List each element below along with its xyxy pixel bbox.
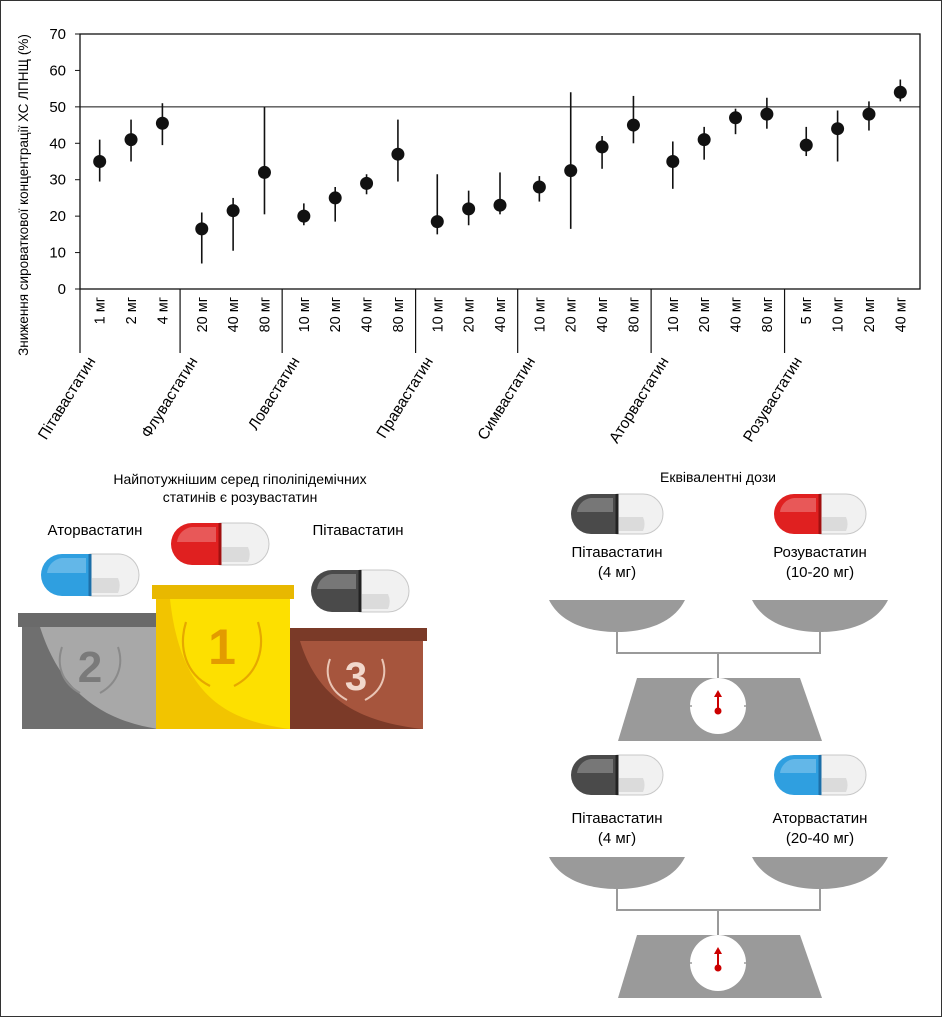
- data-point: [195, 222, 209, 236]
- x-tick-label: 10 мг: [532, 297, 548, 332]
- data-point: [124, 133, 138, 147]
- group-label: Розувастатин: [740, 354, 806, 445]
- x-tick-label: 20 мг: [564, 297, 580, 332]
- x-tick-label: 40 мг: [360, 297, 376, 332]
- data-point: [697, 133, 711, 147]
- data-point: [328, 191, 342, 205]
- data-point: [462, 202, 476, 216]
- data-point: [155, 116, 169, 130]
- y-tick-label: 0: [58, 281, 66, 298]
- y-tick-label: 70: [49, 26, 66, 43]
- x-tick-label: 40 мг: [493, 297, 509, 332]
- x-tick-label: 40 мг: [226, 297, 242, 332]
- data-point: [226, 204, 240, 218]
- x-tick-label: 80 мг: [626, 297, 642, 332]
- data-point: [93, 155, 107, 168]
- data-point: [257, 165, 271, 179]
- data-point: [729, 111, 743, 125]
- group-label: Пітавастатин: [35, 354, 99, 443]
- group-label: Правастатин: [374, 354, 437, 441]
- ldl-reduction-chart: 0 10 20 30 40 50 60 70 1 мг 2 мг 4 мг Пітавастатин…: [16, 26, 921, 446]
- plot-area: [79, 33, 921, 290]
- x-tick-label: 40 мг: [893, 297, 909, 332]
- x-tick-label: 10 мг: [430, 297, 446, 332]
- x-tick-label: 4 мг: [155, 297, 171, 324]
- data-point: [831, 122, 845, 136]
- group-label: Ловастатин: [245, 354, 303, 433]
- data-point: [595, 140, 609, 154]
- x-tick-label: 80 мг: [391, 297, 407, 332]
- y-tick-label: 40: [49, 135, 66, 152]
- y-tick-label: 30: [49, 172, 66, 189]
- data-point: [626, 118, 640, 132]
- group-label: Симвастатин: [475, 354, 539, 443]
- x-tick-label: 10 мг: [831, 297, 847, 332]
- x-tick-label: 2 мг: [124, 297, 140, 324]
- x-tick-label: 10 мг: [297, 297, 313, 332]
- x-tick-label: 20 мг: [862, 297, 878, 332]
- y-axis-label: Зниження сироваткової концентрації ХС ЛП…: [16, 34, 31, 356]
- data-point: [564, 164, 578, 178]
- group-label: Флувастатин: [138, 354, 201, 441]
- group-label: Аторвастатин: [606, 354, 672, 446]
- data-point: [493, 198, 507, 212]
- x-tick-label: 20 мг: [697, 297, 713, 332]
- y-tick-label: 10: [49, 245, 66, 262]
- x-tick-label: 80 мг: [760, 297, 776, 332]
- x-tick-label: 40 мг: [595, 297, 611, 332]
- data-point: [360, 176, 374, 190]
- x-tick-label: 20 мг: [328, 297, 344, 332]
- x-axis: 1 мг 2 мг 4 мг Пітавастатин 20 мг 40 мг 80 мг Ф…: [35, 289, 909, 446]
- data-point: [532, 180, 546, 194]
- x-tick-label: 40 мг: [729, 297, 745, 332]
- data-points: [93, 79, 907, 264]
- data-point: [760, 107, 774, 121]
- x-tick-label: 10 мг: [666, 297, 682, 332]
- y-axis: 0 10 20 30 40 50 60 70: [49, 26, 80, 298]
- x-tick-label: 20 мг: [462, 297, 478, 332]
- y-tick-label: 20: [49, 208, 66, 225]
- data-point: [297, 209, 311, 223]
- data-point: [799, 138, 813, 152]
- x-tick-label: 5 мг: [799, 297, 815, 324]
- y-tick-label: 60: [49, 62, 66, 79]
- data-point: [430, 215, 444, 229]
- x-tick-label: 1 мг: [93, 297, 109, 324]
- y-tick-label: 50: [49, 99, 66, 116]
- x-tick-label: 20 мг: [195, 297, 211, 332]
- data-point: [893, 85, 907, 99]
- data-point: [862, 107, 876, 121]
- x-tick-label: 80 мг: [257, 297, 273, 332]
- data-point: [666, 155, 680, 168]
- data-point: [391, 147, 405, 161]
